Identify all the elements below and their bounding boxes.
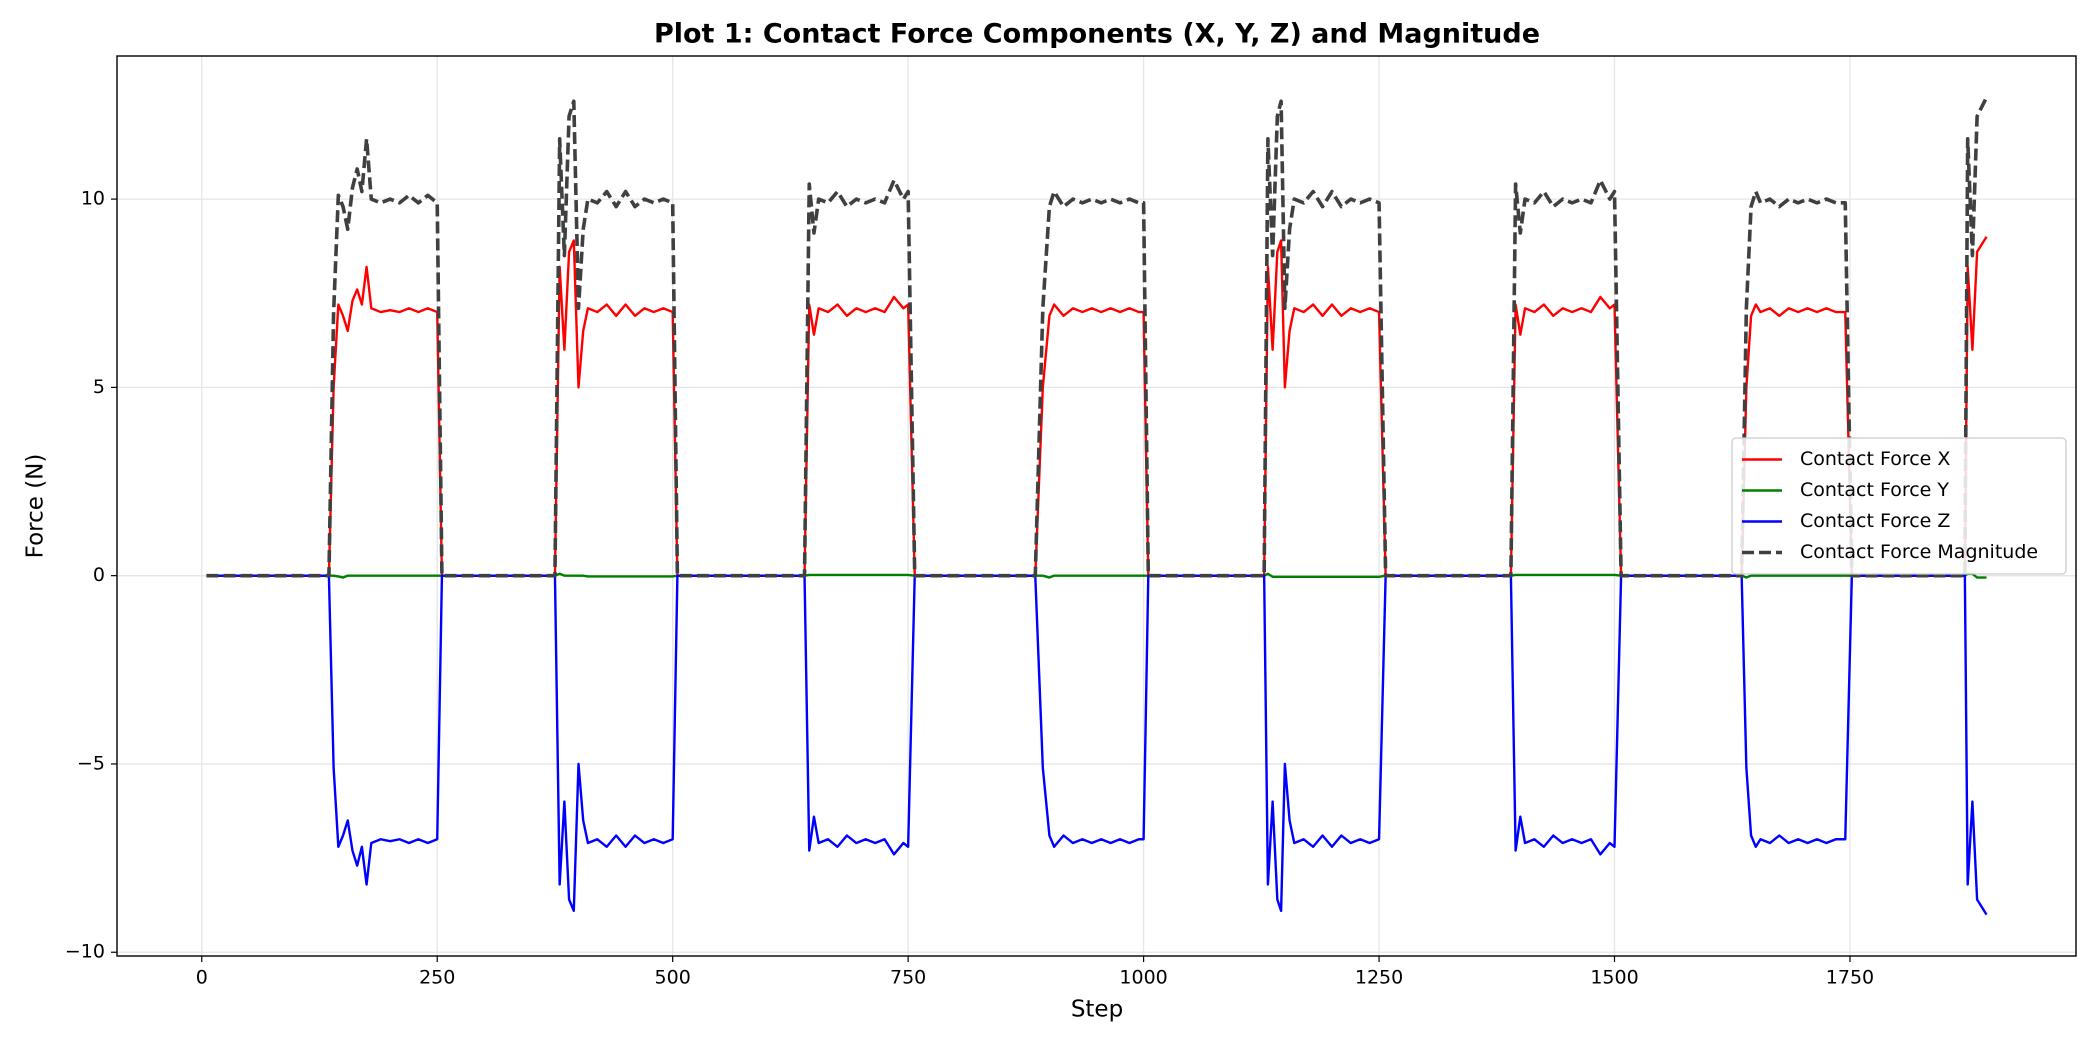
y-tick-label: −5 [77,752,105,774]
y-tick-label: 0 [93,564,105,586]
x-axis-label: Step [1071,997,1123,1023]
plot-frame [116,55,2077,957]
series-line [206,236,1988,577]
x-tick-label: 750 [890,967,926,989]
x-tick-label: 1500 [1590,967,1638,989]
legend-label: Contact Force Y [1800,479,1949,501]
series-line [206,574,1988,916]
legend-label: Contact Force Z [1800,510,1950,532]
x-tick-label: 1750 [1826,967,1874,989]
x-tick-label: 500 [655,967,691,989]
x-tick-label: 1250 [1355,967,1403,989]
chart-title: Plot 1: Contact Force Components (X, Y, … [654,19,1540,50]
legend-box [1731,437,2067,575]
y-axis-label: Force (N) [23,454,49,559]
x-tick-label: 250 [419,967,455,989]
x-tick-label: 0 [196,967,208,989]
y-tick-label: 5 [93,376,105,398]
legend: Contact Force X Contact Force Y Contact Fo… [1731,437,2067,575]
legend-label: Contact Force Magnitude [1800,541,2038,563]
legend-label: Contact Force X [1800,448,1950,470]
x-tick-label: 1000 [1119,967,1167,989]
y-tick-label: 10 [81,188,105,210]
series-line [206,96,1989,578]
y-tick-label: −10 [65,941,105,963]
